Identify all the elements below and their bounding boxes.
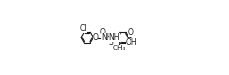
Text: O: O [100,28,106,37]
Text: Cl: Cl [79,24,87,33]
Text: NH: NH [109,33,120,42]
Text: O: O [128,28,134,37]
Text: O: O [93,33,98,42]
Text: S: S [108,38,113,47]
Text: OH: OH [126,38,137,47]
Text: NH: NH [101,33,112,42]
Text: CH₃: CH₃ [112,45,126,51]
